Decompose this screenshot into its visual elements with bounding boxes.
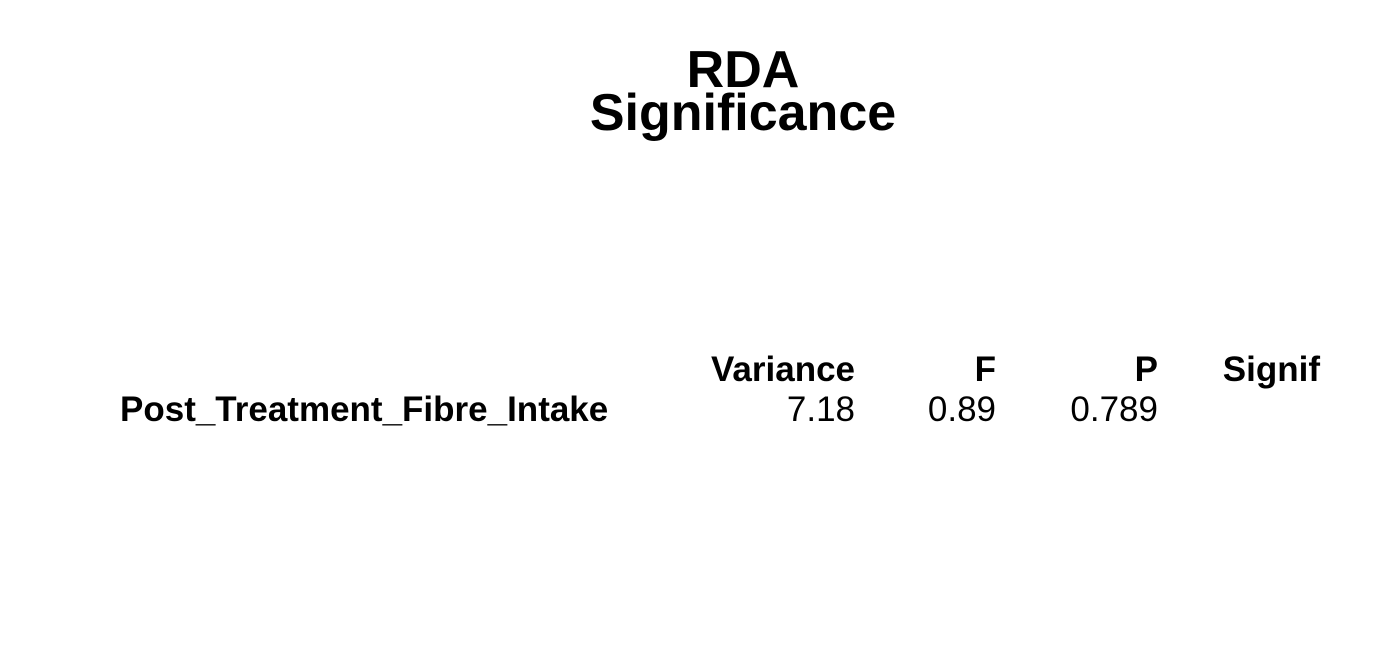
chart-title-line-1: RDA [686,41,800,99]
column-header-f: F [974,350,996,389]
row-label: Post_Treatment_Fibre_Intake [120,390,609,429]
cell-p: 0.789 [1070,390,1158,429]
cell-variance: 7.18 [786,390,855,429]
chart-title-line-2: Significance [589,84,897,142]
column-header-signif: Signif [1222,350,1320,389]
column-header-p: P [1134,350,1158,389]
cell-f: 0.89 [927,390,996,429]
column-header-variance: Variance [711,350,855,389]
